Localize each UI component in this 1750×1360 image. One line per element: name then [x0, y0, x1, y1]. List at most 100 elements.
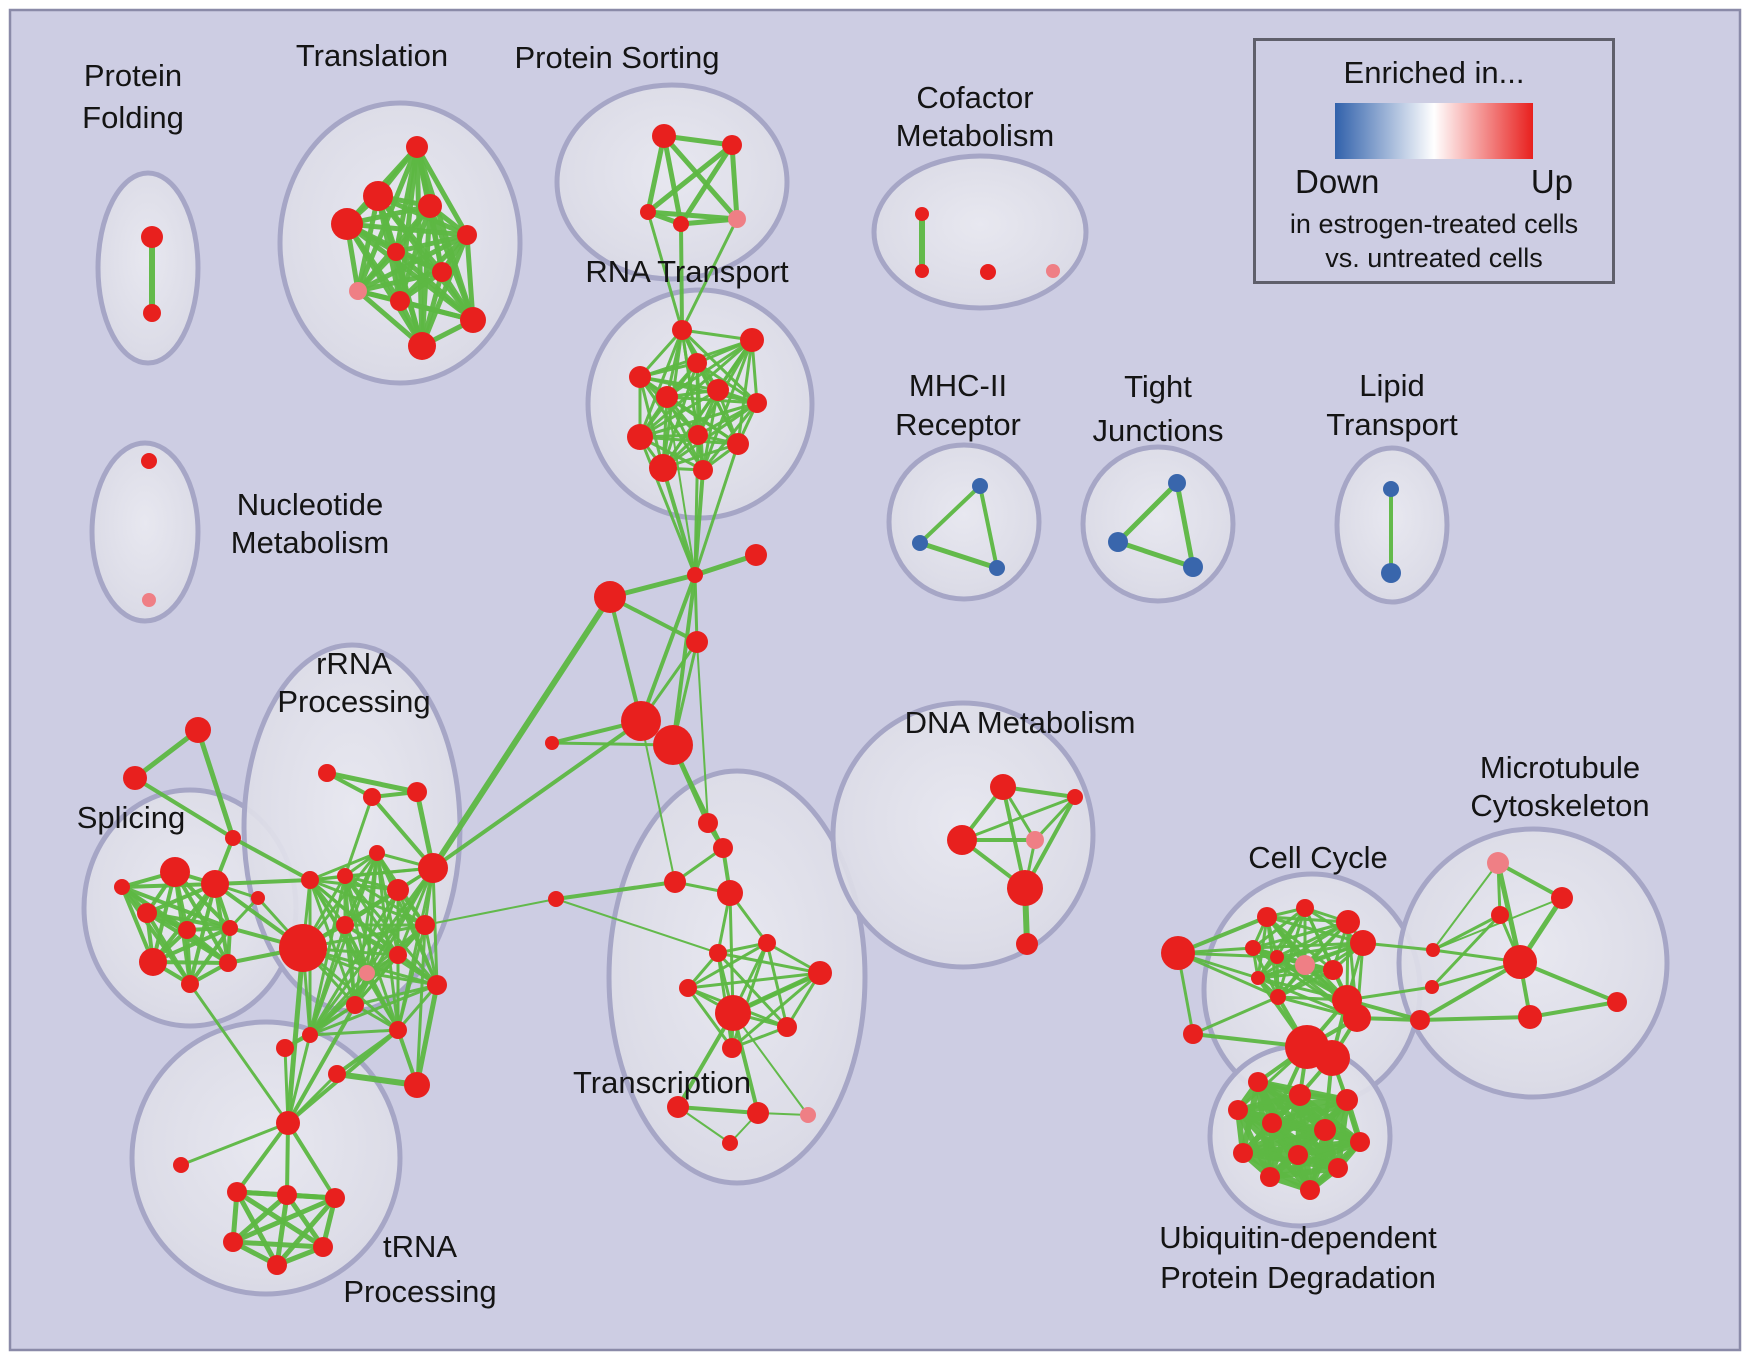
gene-set-node[interactable] [667, 1096, 689, 1118]
gene-set-node[interactable] [137, 903, 157, 923]
gene-set-node[interactable] [629, 366, 651, 388]
gene-set-node[interactable] [545, 736, 559, 750]
gene-set-node[interactable] [1251, 971, 1265, 985]
gene-set-node[interactable] [640, 204, 656, 220]
gene-set-node[interactable] [1381, 563, 1401, 583]
gene-set-node[interactable] [406, 136, 428, 158]
gene-set-node[interactable] [337, 868, 353, 884]
gene-set-node[interactable] [313, 1237, 333, 1257]
gene-set-node[interactable] [139, 948, 167, 976]
gene-set-node[interactable] [745, 544, 767, 566]
gene-set-node[interactable] [1233, 1143, 1253, 1163]
gene-set-node[interactable] [679, 979, 697, 997]
gene-set-node[interactable] [1410, 1010, 1430, 1030]
gene-set-node[interactable] [123, 766, 147, 790]
gene-set-node[interactable] [800, 1107, 816, 1123]
gene-set-node[interactable] [627, 424, 653, 450]
gene-set-node[interactable] [418, 853, 448, 883]
gene-set-node[interactable] [142, 593, 156, 607]
gene-set-node[interactable] [1314, 1119, 1336, 1141]
gene-set-node[interactable] [185, 717, 211, 743]
gene-set-node[interactable] [301, 871, 319, 889]
gene-set-node[interactable] [808, 961, 832, 985]
gene-set-node[interactable] [1168, 474, 1186, 492]
gene-set-node[interactable] [1228, 1100, 1248, 1120]
gene-set-node[interactable] [1289, 1084, 1311, 1106]
gene-set-node[interactable] [709, 944, 727, 962]
gene-set-node[interactable] [346, 996, 364, 1014]
gene-set-node[interactable] [1257, 907, 1277, 927]
gene-set-node[interactable] [1343, 1004, 1371, 1032]
gene-set-node[interactable] [1300, 1180, 1320, 1200]
gene-set-node[interactable] [727, 433, 749, 455]
gene-set-node[interactable] [1383, 481, 1399, 497]
gene-set-node[interactable] [1108, 532, 1128, 552]
gene-set-node[interactable] [1296, 899, 1314, 917]
gene-set-node[interactable] [664, 871, 686, 893]
gene-set-node[interactable] [747, 393, 767, 413]
gene-set-node[interactable] [173, 1157, 189, 1173]
gene-set-node[interactable] [418, 194, 442, 218]
gene-set-node[interactable] [389, 1021, 407, 1039]
gene-set-node[interactable] [990, 774, 1016, 800]
gene-set-node[interactable] [656, 386, 678, 408]
gene-set-node[interactable] [457, 225, 477, 245]
gene-set-node[interactable] [1425, 980, 1439, 994]
gene-set-node[interactable] [1183, 557, 1203, 577]
gene-set-node[interactable] [1350, 930, 1376, 956]
gene-set-node[interactable] [387, 879, 409, 901]
gene-set-node[interactable] [1607, 992, 1627, 1012]
gene-set-node[interactable] [722, 1135, 738, 1151]
gene-set-node[interactable] [387, 243, 405, 261]
gene-set-node[interactable] [369, 845, 385, 861]
gene-set-node[interactable] [432, 262, 452, 282]
gene-set-node[interactable] [1295, 955, 1315, 975]
gene-set-node[interactable] [1350, 1132, 1370, 1152]
gene-set-node[interactable] [415, 915, 435, 935]
gene-set-node[interactable] [279, 924, 327, 972]
gene-set-node[interactable] [687, 567, 703, 583]
gene-set-node[interactable] [722, 135, 742, 155]
gene-set-node[interactable] [427, 975, 447, 995]
gene-set-node[interactable] [548, 891, 564, 907]
gene-set-node[interactable] [389, 946, 407, 964]
gene-set-node[interactable] [912, 535, 928, 551]
gene-set-node[interactable] [1336, 1089, 1358, 1111]
gene-set-node[interactable] [1262, 1113, 1282, 1133]
gene-set-node[interactable] [331, 208, 363, 240]
gene-set-node[interactable] [328, 1065, 346, 1083]
gene-set-node[interactable] [1328, 1158, 1348, 1178]
gene-set-node[interactable] [653, 725, 693, 765]
gene-set-node[interactable] [621, 701, 661, 741]
gene-set-node[interactable] [222, 920, 238, 936]
gene-set-node[interactable] [407, 782, 427, 802]
gene-set-node[interactable] [686, 631, 708, 653]
gene-set-node[interactable] [276, 1111, 300, 1135]
gene-set-node[interactable] [989, 560, 1005, 576]
gene-set-node[interactable] [201, 870, 229, 898]
gene-set-node[interactable] [594, 581, 626, 613]
gene-set-node[interactable] [1491, 906, 1509, 924]
gene-set-node[interactable] [777, 1017, 797, 1037]
gene-set-node[interactable] [698, 813, 718, 833]
gene-set-node[interactable] [693, 460, 713, 480]
gene-set-node[interactable] [713, 838, 733, 858]
gene-set-node[interactable] [1503, 945, 1537, 979]
gene-set-node[interactable] [276, 1039, 294, 1057]
gene-set-node[interactable] [1288, 1145, 1308, 1165]
gene-set-node[interactable] [349, 282, 367, 300]
gene-set-node[interactable] [758, 934, 776, 952]
gene-set-node[interactable] [1518, 1005, 1542, 1029]
gene-set-node[interactable] [1067, 789, 1083, 805]
gene-set-node[interactable] [1248, 1072, 1268, 1092]
gene-set-node[interactable] [160, 857, 190, 887]
gene-set-node[interactable] [1323, 960, 1343, 980]
gene-set-node[interactable] [1551, 887, 1573, 909]
gene-set-node[interactable] [336, 916, 354, 934]
gene-set-node[interactable] [390, 291, 410, 311]
gene-set-node[interactable] [715, 995, 751, 1031]
gene-set-node[interactable] [707, 379, 729, 401]
gene-set-node[interactable] [652, 124, 676, 148]
gene-set-node[interactable] [141, 453, 157, 469]
gene-set-node[interactable] [915, 207, 929, 221]
